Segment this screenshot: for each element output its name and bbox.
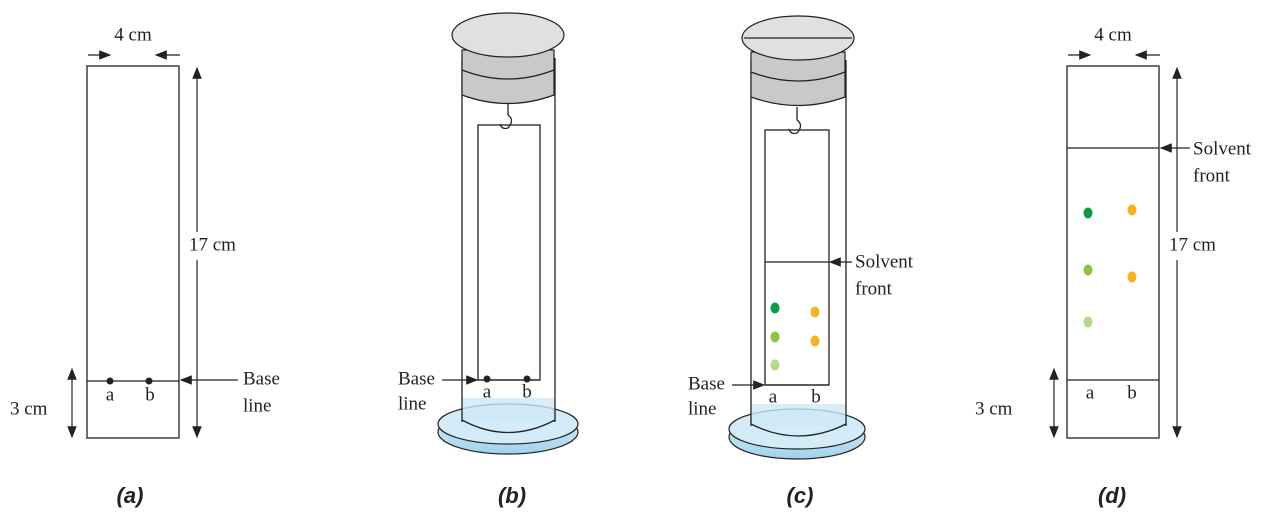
solvent [751, 404, 846, 426]
stopper-ring [461, 69, 555, 80]
spot [1083, 316, 1093, 328]
spot [1083, 264, 1093, 276]
width-label: 4 cm [1094, 24, 1132, 45]
spot [1127, 204, 1137, 216]
baseline-label: Base [688, 373, 725, 394]
spot-dot [145, 377, 153, 385]
hook [788, 107, 802, 135]
caption: (b) [498, 483, 526, 508]
panel-c: a b Base line Solvent front (c) [688, 15, 914, 508]
jar [750, 60, 847, 426]
lid [451, 12, 565, 58]
spot [1127, 271, 1137, 283]
label-bg [186, 232, 248, 260]
hook [499, 103, 513, 130]
paper-strip [764, 129, 830, 386]
baseline-label: Base [243, 368, 280, 389]
baseline-label: line [243, 395, 272, 416]
jar-bottom [750, 423, 847, 437]
spot [810, 335, 820, 347]
paper-strip [86, 65, 180, 439]
spot-label: b [145, 384, 155, 405]
spot [770, 331, 780, 343]
spot-label: b [522, 381, 532, 402]
solvent [462, 398, 555, 422]
spot-label: a [483, 381, 492, 402]
spot-label: a [1086, 382, 1095, 403]
front-label: Solvent [855, 251, 914, 272]
spot [770, 302, 780, 314]
paper-strip [1066, 65, 1160, 439]
baseline-label: Base [398, 368, 435, 389]
caption: (c) [787, 483, 814, 508]
paper-strip [477, 124, 541, 381]
spot-label: a [106, 384, 115, 405]
panel-a: 4 cm 17 cm 3 cm a b Base line (a) [10, 24, 280, 507]
spot-dot [483, 375, 491, 383]
label-bg [1166, 232, 1228, 260]
spot [1083, 207, 1093, 219]
jar-bottom [461, 419, 556, 434]
front-label: front [1193, 165, 1231, 186]
front-label: front [855, 278, 893, 299]
caption: (d) [1098, 483, 1126, 508]
stopper-ring [750, 71, 846, 82]
baseline-label: line [398, 393, 427, 414]
front-label: Solvent [1193, 138, 1252, 159]
spot-label: b [1127, 382, 1137, 403]
panel-b: a b Base line (b) [398, 12, 579, 508]
stopper [461, 49, 555, 105]
jar [461, 58, 556, 422]
spot [810, 306, 820, 318]
height-label: 17 cm [189, 234, 236, 255]
width-label: 4 cm [114, 24, 152, 45]
spot-dot [106, 377, 114, 385]
stopper [750, 51, 846, 107]
spot-label: b [811, 386, 821, 407]
caption: (a) [117, 483, 144, 508]
base-height-label: 3 cm [10, 398, 48, 419]
spot [770, 359, 780, 371]
panel-d: 4 cm 17 cm 3 cm a b Solvent front (d) [975, 24, 1252, 507]
baseline-label: line [688, 398, 717, 419]
spot-label: a [769, 386, 778, 407]
spot-dot [523, 375, 531, 383]
height-label: 17 cm [1169, 234, 1216, 255]
base-height-label: 3 cm [975, 398, 1013, 419]
